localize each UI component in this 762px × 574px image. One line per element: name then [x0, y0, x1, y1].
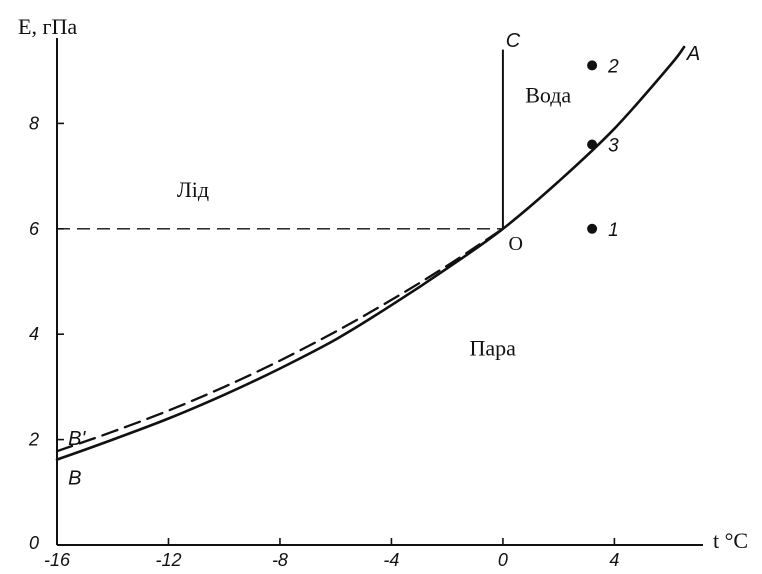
curve-water-vapor — [55, 45, 686, 461]
curve-ice-vapor — [55, 227, 505, 453]
points: 1 2 3 — [587, 56, 619, 241]
x-tick-label: 0 — [498, 550, 508, 569]
state-point-label: 1 — [608, 220, 619, 241]
ticks: -16 -12 -8 -4 0 4 0 2 4 6 8 — [28, 113, 619, 570]
y-tick-label: 4 — [29, 324, 39, 344]
x-tick-label: -16 — [44, 550, 71, 569]
x-tick-label: -4 — [383, 550, 399, 569]
x-tick-label: -12 — [155, 550, 181, 569]
y-tick-label: 0 — [29, 533, 39, 553]
axes — [56, 38, 703, 546]
state-point-3 — [587, 139, 598, 150]
curve-label: B — [68, 467, 81, 489]
curve-label: A — [686, 43, 700, 65]
region-label: Вода — [525, 82, 571, 107]
state-point-2 — [587, 60, 598, 71]
x-tick-label: 4 — [609, 550, 619, 569]
x-axis-title: t °C — [713, 528, 748, 553]
lines — [55, 45, 686, 461]
region-label: Лід — [177, 177, 209, 202]
labels: Лід Вода Пара O C A B B' — [68, 30, 700, 489]
region-label: Пара — [469, 335, 516, 360]
state-point-label: 2 — [607, 56, 619, 77]
curve-label: O — [508, 233, 522, 255]
x-tick-label: -8 — [272, 550, 288, 569]
y-axis-title: E, гПа — [18, 14, 77, 39]
y-tick-label: 2 — [28, 430, 39, 450]
state-point-1 — [587, 223, 598, 234]
curve-label: C — [506, 30, 521, 52]
state-point-label: 3 — [608, 135, 619, 156]
curve-label: B' — [68, 428, 86, 450]
y-tick-label: 6 — [29, 219, 40, 239]
y-tick-label: 8 — [29, 113, 39, 133]
